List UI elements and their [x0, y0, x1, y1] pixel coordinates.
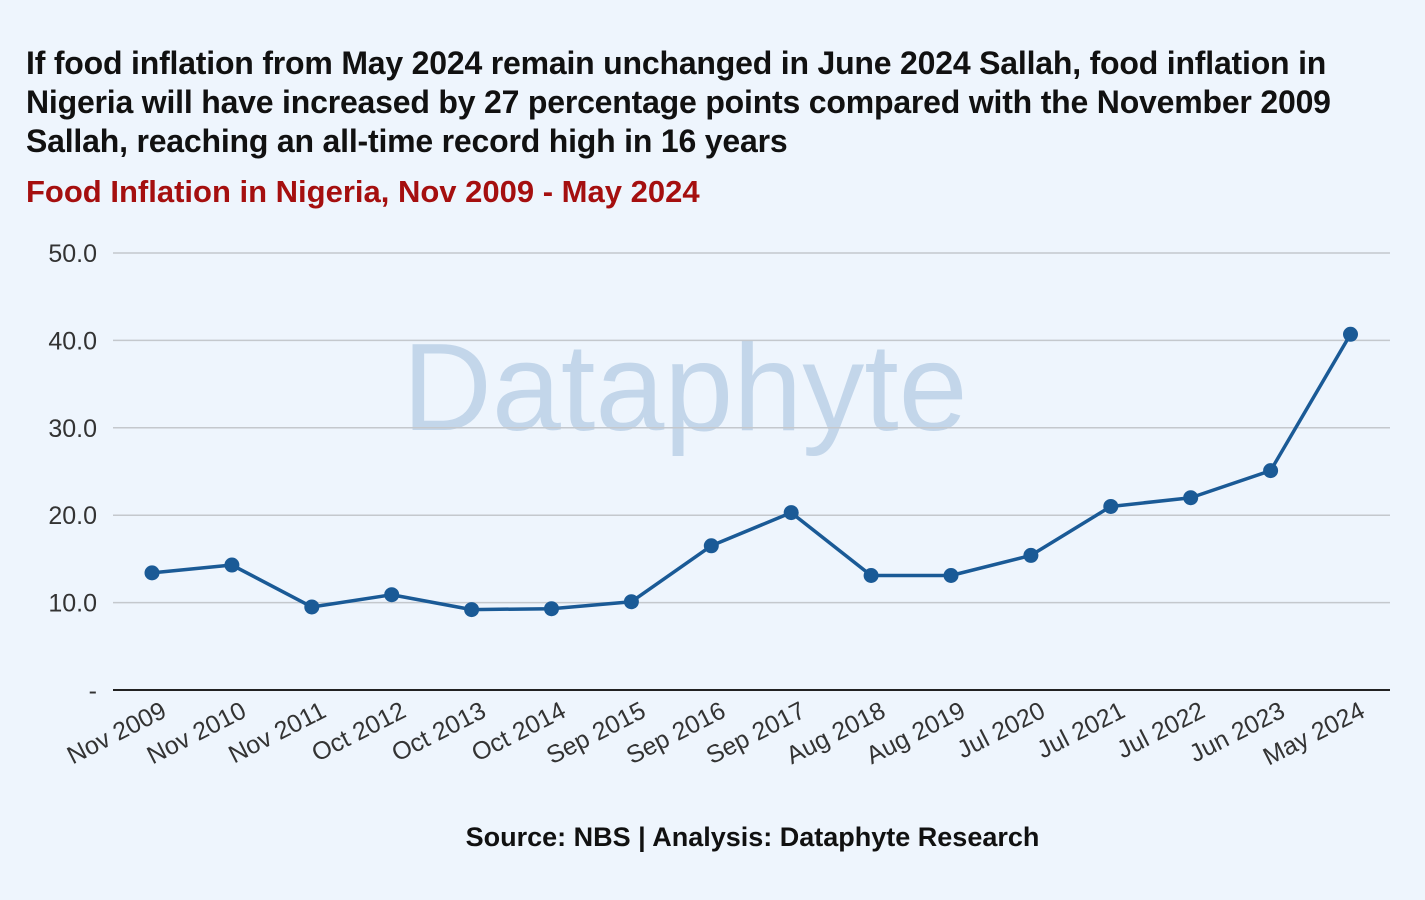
- chart-headline: If food inflation from May 2024 remain u…: [26, 45, 1331, 159]
- source-note: Source: NBS | Analysis: Dataphyte Resear…: [465, 822, 1040, 852]
- data-point: [1023, 547, 1039, 563]
- y-tick-label: 10.0: [48, 590, 97, 618]
- data-point: [1103, 498, 1119, 514]
- x-tick-label: Jul 2021: [1033, 696, 1130, 764]
- data-point: [1183, 490, 1199, 506]
- data-point: [623, 594, 639, 610]
- series: [144, 326, 1358, 618]
- data-point: [703, 538, 719, 554]
- x-tick-label: Jul 2020: [953, 696, 1050, 764]
- y-tick-label: 40.0: [48, 327, 97, 355]
- y-tick-label: 30.0: [48, 415, 97, 443]
- data-point: [783, 505, 799, 521]
- data-point: [224, 557, 240, 573]
- chart-title: Food Inflation in Nigeria, Nov 2009 - Ma…: [26, 174, 700, 209]
- y-tick-label: 50.0: [48, 240, 97, 268]
- y-tick-label: 20.0: [48, 502, 97, 530]
- data-point: [1263, 463, 1279, 479]
- grid-lines: [113, 252, 1390, 604]
- data-point: [464, 602, 480, 618]
- series-line: [151, 333, 1353, 612]
- data-point: [863, 568, 879, 584]
- data-point: [943, 568, 959, 584]
- watermark: Dataphyte: [402, 319, 967, 457]
- data-point: [144, 565, 160, 581]
- data-point: [384, 587, 400, 603]
- y-tick-label: -: [89, 677, 97, 705]
- data-point: [544, 601, 559, 617]
- data-point: [1343, 326, 1358, 342]
- data-point: [304, 599, 320, 615]
